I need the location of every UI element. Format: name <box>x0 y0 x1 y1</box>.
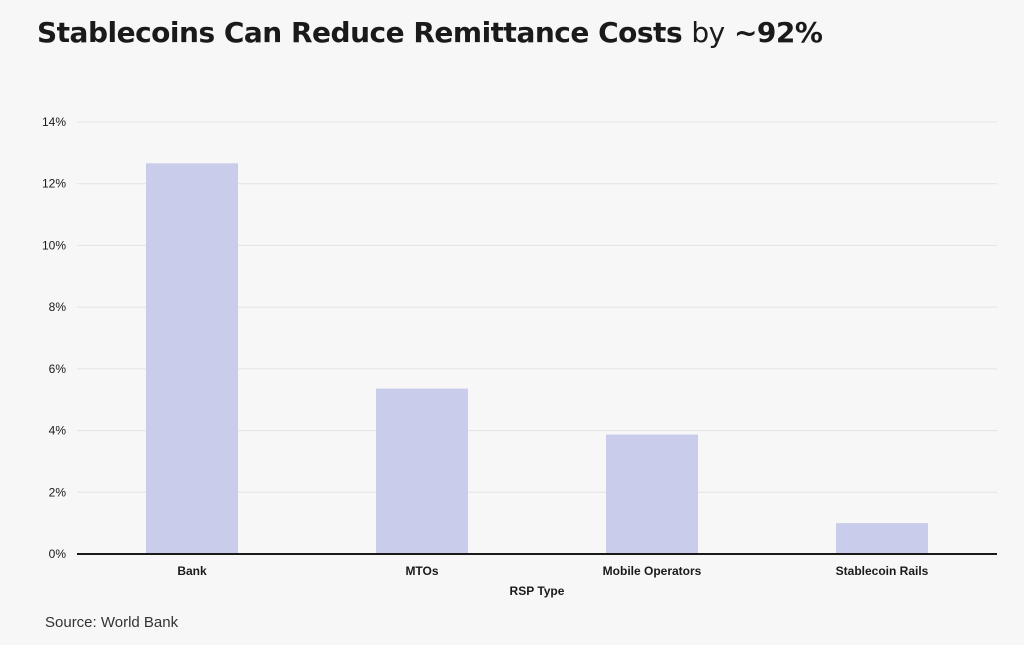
bar-stablecoin-rails <box>836 523 928 554</box>
y-tick-label: 6% <box>49 362 67 376</box>
y-tick-label: 4% <box>49 424 67 438</box>
x-category-label: Stablecoin Rails <box>836 564 929 578</box>
chart-title-highlight: ~92% <box>733 16 823 49</box>
y-tick-label: 0% <box>49 547 67 561</box>
source-note: Source: World Bank <box>45 614 179 631</box>
chart-title-connector: by <box>691 16 725 49</box>
bar-mtos <box>376 388 468 554</box>
chart-title-main: Stablecoins Can Reduce Remittance Costs <box>37 16 683 49</box>
x-category-label: MTOs <box>405 564 438 578</box>
bars <box>146 163 928 554</box>
x-category-label: Bank <box>177 564 207 578</box>
y-tick-label: 10% <box>42 238 66 252</box>
bar-chart: 0% 2% 4% 6% 8% 10% 12% 14% Bank MTOs Mobile Opera… <box>42 115 997 598</box>
y-axis-ticks: 0% 2% 4% 6% 8% 10% 12% 14% <box>42 115 66 561</box>
y-tick-label: 8% <box>49 300 67 314</box>
y-tick-label: 12% <box>42 177 66 191</box>
x-axis-title: RSP Type <box>510 584 565 598</box>
x-category-label: Mobile Operators <box>603 564 702 578</box>
y-tick-label: 2% <box>49 485 67 499</box>
x-axis-categories: Bank MTOs Mobile Operators Stablecoin Rails <box>177 564 928 578</box>
y-tick-label: 14% <box>42 115 66 129</box>
chart-title: Stablecoins Can Reduce Remittance Costs … <box>37 14 823 52</box>
bar-mobile-operators <box>606 434 698 554</box>
bar-bank <box>146 163 238 554</box>
